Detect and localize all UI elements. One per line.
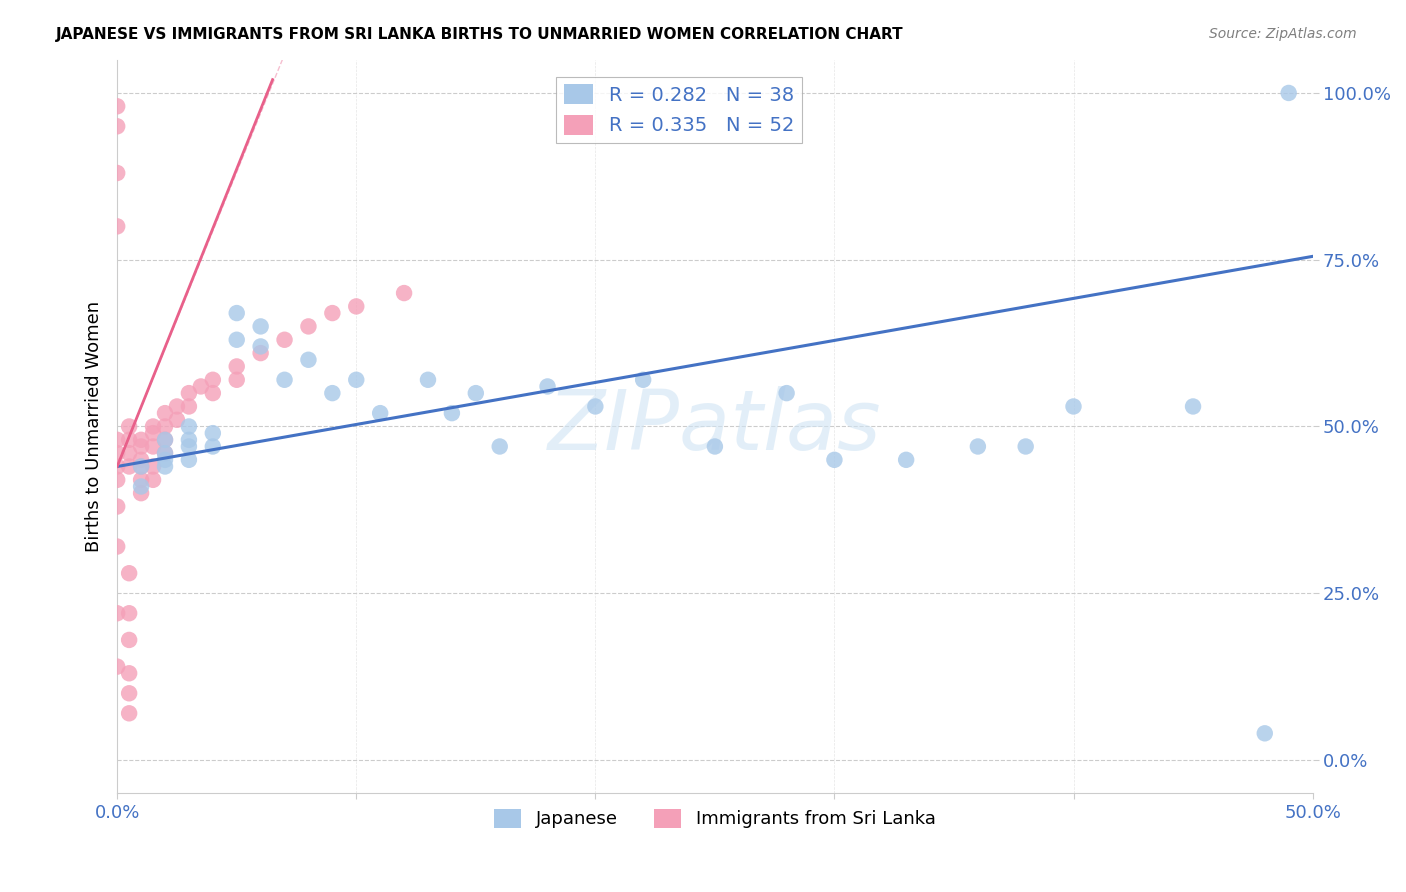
Point <box>1063 400 1085 414</box>
Point <box>118 446 141 460</box>
Point <box>142 473 165 487</box>
Point <box>536 379 558 393</box>
Point <box>321 386 343 401</box>
Point <box>273 373 295 387</box>
Point <box>392 286 415 301</box>
Point <box>344 373 367 387</box>
Point <box>118 666 141 681</box>
Point <box>105 606 128 620</box>
Point <box>775 386 797 401</box>
Point <box>201 386 224 401</box>
Point <box>129 440 152 454</box>
Point <box>177 386 200 401</box>
Point <box>583 400 606 414</box>
Point <box>105 459 128 474</box>
Point <box>153 446 176 460</box>
Point <box>153 433 176 447</box>
Text: Source: ZipAtlas.com: Source: ZipAtlas.com <box>1209 27 1357 41</box>
Point <box>201 426 224 441</box>
Point <box>129 453 152 467</box>
Point <box>142 459 165 474</box>
Point <box>118 566 141 581</box>
Point <box>118 433 141 447</box>
Point <box>166 413 188 427</box>
Point <box>190 379 212 393</box>
Point <box>703 440 725 454</box>
Point <box>118 459 141 474</box>
Point <box>166 400 188 414</box>
Point <box>105 446 128 460</box>
Point <box>177 433 200 447</box>
Point <box>105 540 128 554</box>
Point <box>297 319 319 334</box>
Point <box>153 406 176 420</box>
Point <box>1015 440 1038 454</box>
Point <box>344 300 367 314</box>
Point <box>1254 726 1277 740</box>
Point <box>118 632 141 647</box>
Point <box>142 440 165 454</box>
Point <box>105 433 128 447</box>
Point <box>225 359 247 374</box>
Point <box>1182 400 1205 414</box>
Point <box>129 433 152 447</box>
Point <box>201 440 224 454</box>
Point <box>440 406 463 420</box>
Point <box>225 306 247 320</box>
Point <box>118 606 141 620</box>
Point <box>153 446 176 460</box>
Point <box>153 453 176 467</box>
Point <box>105 166 128 180</box>
Point <box>118 706 141 721</box>
Text: JAPANESE VS IMMIGRANTS FROM SRI LANKA BIRTHS TO UNMARRIED WOMEN CORRELATION CHAR: JAPANESE VS IMMIGRANTS FROM SRI LANKA BI… <box>56 27 904 42</box>
Point <box>129 459 152 474</box>
Point <box>894 453 917 467</box>
Point <box>177 419 200 434</box>
Point <box>488 440 510 454</box>
Point <box>142 419 165 434</box>
Text: ZIPatlas: ZIPatlas <box>548 386 882 467</box>
Point <box>177 400 200 414</box>
Point <box>153 419 176 434</box>
Point <box>118 686 141 700</box>
Legend: Japanese, Immigrants from Sri Lanka: Japanese, Immigrants from Sri Lanka <box>486 802 942 836</box>
Point <box>273 333 295 347</box>
Point <box>105 120 128 134</box>
Point <box>249 346 271 360</box>
Point <box>1278 86 1301 100</box>
Point <box>321 306 343 320</box>
Point <box>129 473 152 487</box>
Point <box>129 479 152 493</box>
Point <box>225 333 247 347</box>
Point <box>177 440 200 454</box>
Point <box>129 486 152 500</box>
Point <box>177 453 200 467</box>
Point <box>249 339 271 353</box>
Point <box>201 373 224 387</box>
Point <box>368 406 391 420</box>
Point <box>823 453 845 467</box>
Point <box>464 386 486 401</box>
Point <box>105 219 128 234</box>
Point <box>129 459 152 474</box>
Point <box>297 352 319 367</box>
Point <box>153 433 176 447</box>
Point <box>105 99 128 113</box>
Point <box>631 373 654 387</box>
Point <box>105 500 128 514</box>
Point <box>153 459 176 474</box>
Point <box>142 426 165 441</box>
Point <box>966 440 988 454</box>
Point <box>118 419 141 434</box>
Point <box>249 319 271 334</box>
Point <box>416 373 439 387</box>
Y-axis label: Births to Unmarried Women: Births to Unmarried Women <box>86 301 103 552</box>
Point <box>225 373 247 387</box>
Point <box>105 473 128 487</box>
Point <box>105 659 128 673</box>
